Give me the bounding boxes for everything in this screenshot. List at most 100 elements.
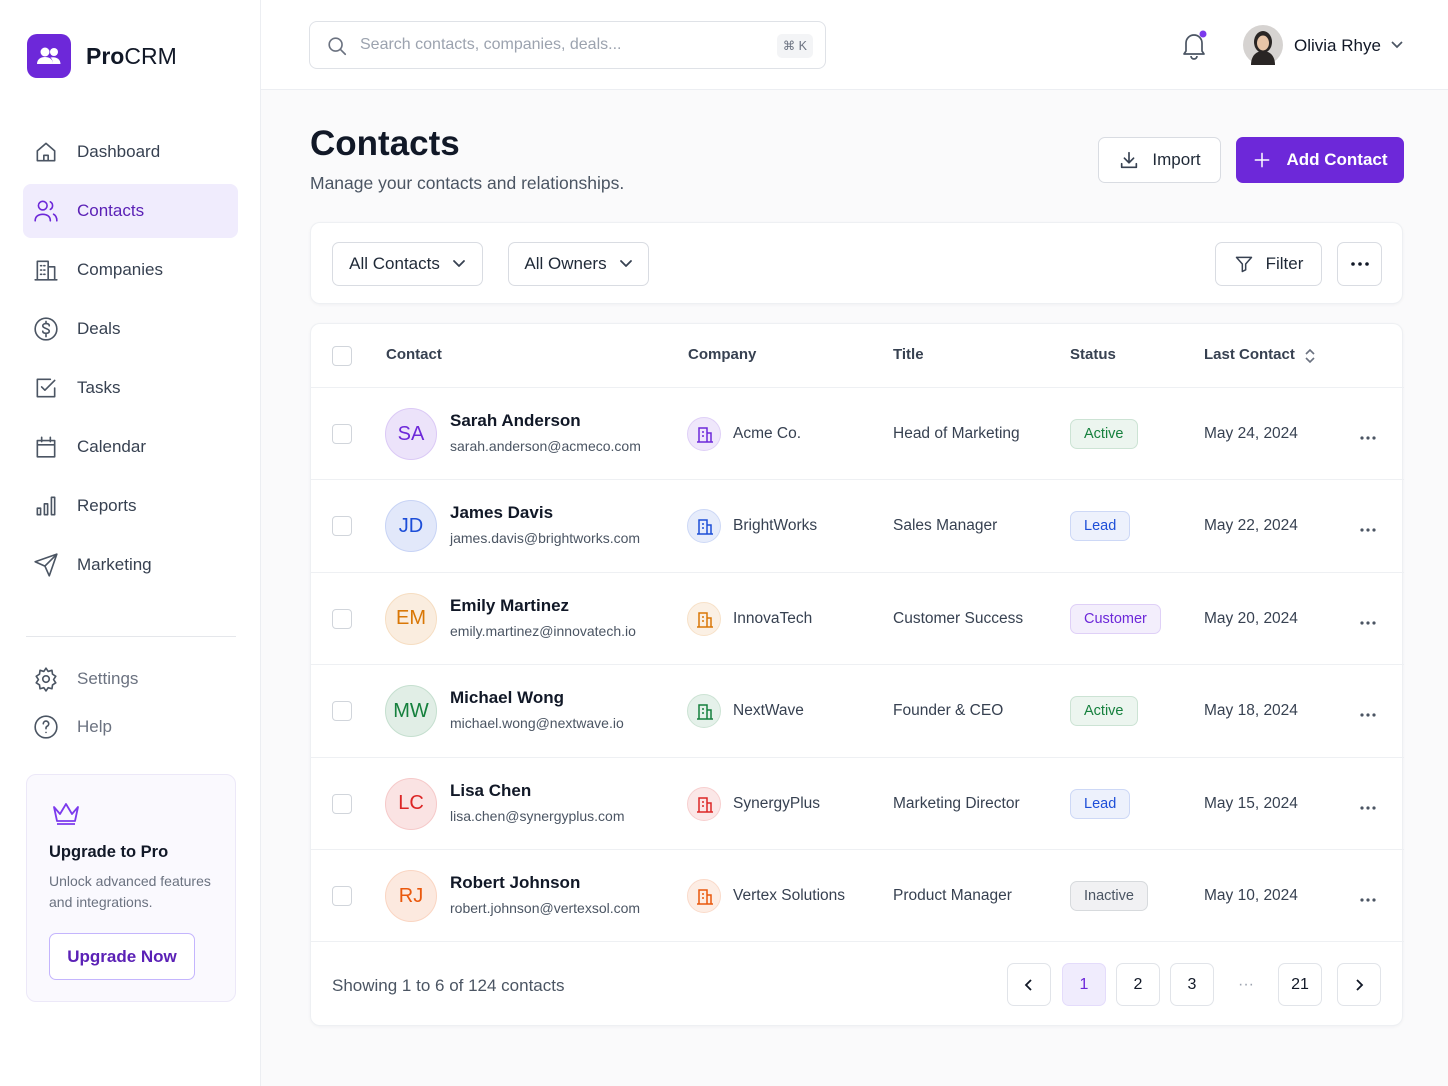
pagination-summary: Showing 1 to 6 of 124 contacts <box>332 976 565 995</box>
company-icon <box>687 879 721 913</box>
nav-item[interactable]: Marketing <box>23 538 238 592</box>
job-title: Marketing Director <box>893 794 1020 812</box>
upgrade-button[interactable]: Upgrade Now <box>49 933 195 980</box>
filter-button[interactable]: Filter <box>1215 242 1322 286</box>
column-header: Title <box>893 346 924 363</box>
column-header: Status <box>1070 346 1116 363</box>
owners-filter-label: All Owners <box>524 254 607 273</box>
company-icon <box>687 786 721 821</box>
last-contact: May 20, 2024 <box>1204 609 1298 627</box>
page-button[interactable]: 3 <box>1170 963 1214 1006</box>
company-icon <box>687 601 721 636</box>
row-checkbox[interactable] <box>332 608 352 629</box>
logo-icon <box>37 47 61 64</box>
brand: ProCRM <box>86 43 177 70</box>
row-checkbox[interactable] <box>332 516 352 537</box>
last-contact: May 18, 2024 <box>1204 702 1298 720</box>
table-row: MW Michael Wong michael.wong@nextwave.io Ne… <box>311 664 1404 756</box>
user-name[interactable]: Olivia Rhye <box>1294 36 1381 55</box>
add-contact-button[interactable]: Add Contact <box>1236 137 1404 183</box>
nav-item[interactable]: Deals <box>23 302 238 356</box>
logo <box>27 34 71 78</box>
page-button[interactable]: 21 <box>1278 963 1322 1006</box>
table-row: EM Emily Martinez emily.martinez@innovatec… <box>311 571 1404 664</box>
nav-item[interactable]: Contacts <box>23 184 238 238</box>
select-all-checkbox[interactable] <box>332 346 352 366</box>
contact-name[interactable]: Lisa Chen <box>450 780 532 800</box>
page-button[interactable]: 1 <box>1062 963 1106 1006</box>
row-actions[interactable] <box>1359 890 1377 908</box>
search-box[interactable]: Search contacts, companies, deals... ⌘ K <box>309 21 826 69</box>
sidebar: ProCRM Upgrade to Pro Unlock advanced fe… <box>0 0 261 1086</box>
owners-filter[interactable]: All Owners <box>508 242 649 286</box>
nav-label: Settings <box>77 669 139 688</box>
contact-name[interactable]: Michael Wong <box>450 688 564 708</box>
nav-item[interactable]: Dashboard <box>23 125 238 179</box>
table-row: JD James Davis james.davis@brightworks.com… <box>311 479 1404 571</box>
prev-page[interactable] <box>1007 963 1051 1006</box>
avatar: SA <box>385 408 437 460</box>
next-page[interactable] <box>1337 963 1381 1006</box>
contacts-filter-label: All Contacts <box>349 254 440 273</box>
company-name: SynergyPlus <box>733 794 821 812</box>
page-button[interactable]: 2 <box>1116 963 1160 1006</box>
avatar: RJ <box>385 870 437 922</box>
secondary-nav-item[interactable]: Settings <box>23 655 238 703</box>
user-avatar[interactable] <box>1243 25 1283 65</box>
company-name: BrightWorks <box>733 517 818 535</box>
nav-item[interactable]: Tasks <box>23 361 238 415</box>
contact-email: sarah.anderson@acmeco.com <box>450 438 641 454</box>
page-subtitle: Manage your contacts and relationships. <box>310 173 625 193</box>
contact-name[interactable]: Emily Martinez <box>450 595 570 615</box>
contacts-filter[interactable]: All Contacts <box>332 242 483 286</box>
page-button: ··· <box>1238 975 1254 993</box>
column-header[interactable]: Last Contact <box>1204 346 1295 363</box>
row-checkbox[interactable] <box>332 701 352 722</box>
nav-label: Help <box>77 717 112 736</box>
search-icon <box>328 37 347 56</box>
column-header: Contact <box>386 346 442 363</box>
company-name: NextWave <box>733 702 804 720</box>
nav-item[interactable]: Reports <box>23 479 238 533</box>
row-actions[interactable] <box>1359 705 1377 723</box>
row-checkbox[interactable] <box>332 424 352 444</box>
secondary-nav-item[interactable]: Help <box>23 703 238 751</box>
avatar: EM <box>385 592 437 645</box>
contact-name[interactable]: Sarah Anderson <box>450 411 581 430</box>
row-actions[interactable] <box>1359 613 1377 631</box>
topbar: Search contacts, companies, deals... ⌘ K… <box>261 0 1448 90</box>
row-actions[interactable] <box>1359 428 1377 446</box>
nav-label: Reports <box>77 496 137 515</box>
contact-email: robert.johnson@vertexsol.com <box>450 900 641 916</box>
search-placeholder: Search contacts, companies, deals... <box>360 36 622 53</box>
status-badge: Lead <box>1070 511 1131 542</box>
contact-name[interactable]: James Davis <box>450 503 554 523</box>
promo-card: Upgrade to Pro Unlock advanced features … <box>26 774 236 1002</box>
status-badge: Lead <box>1070 788 1131 819</box>
company-name: Acme Co. <box>733 425 802 442</box>
row-actions[interactable] <box>1359 520 1377 538</box>
row-checkbox[interactable] <box>332 886 352 906</box>
nav-item[interactable]: Companies <box>23 243 238 297</box>
job-title: Sales Manager <box>893 517 998 535</box>
contact-email: michael.wong@nextwave.io <box>450 715 624 732</box>
row-actions[interactable] <box>1359 798 1377 816</box>
job-title: Product Manager <box>893 887 1012 904</box>
contacts-table: Contact Company Title Status Last Contact SA S… <box>310 323 1404 1027</box>
avatar: MW <box>385 685 437 738</box>
promo-text: Unlock advanced features and integration… <box>49 873 211 910</box>
last-contact: May 24, 2024 <box>1204 425 1298 442</box>
status-badge: Active <box>1070 419 1138 449</box>
company-name: Vertex Solutions <box>733 887 846 904</box>
import-button[interactable]: Import <box>1098 137 1221 183</box>
more-button[interactable] <box>1337 242 1382 286</box>
filter-bar: All Contacts All Owners Filter <box>310 222 1403 304</box>
row-checkbox[interactable] <box>332 793 352 814</box>
table-footer: Showing 1 to 6 of 124 contacts 1 2 3 ··· 21 <box>311 941 1404 1027</box>
contact-name[interactable]: Robert Johnson <box>450 873 581 892</box>
job-title: Customer Success <box>893 609 1024 627</box>
bell-icon[interactable] <box>1181 30 1207 60</box>
nav-item[interactable]: Calendar <box>23 420 238 474</box>
